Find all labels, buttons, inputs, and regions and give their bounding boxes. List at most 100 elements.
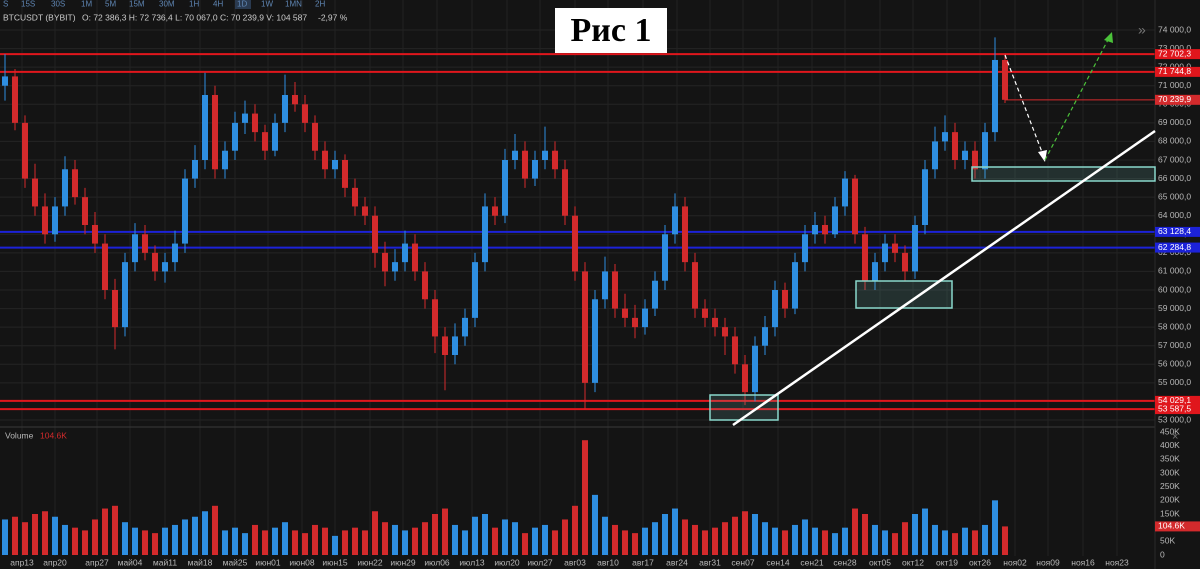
volume-bar [722, 522, 728, 555]
timeframes: S 15S 30S 1M 5M 15M 30M 1H 4H 1D 1W 1MN 2H [3, 0, 325, 9]
close-icon[interactable]: × [1172, 431, 1178, 443]
timeframe[interactable]: 1MN [285, 0, 302, 9]
volume-bar [432, 514, 438, 555]
x-tick-label: авг10 [597, 557, 619, 567]
x-tick-label: май25 [223, 557, 248, 567]
volume-bar [522, 533, 528, 555]
candle-body [962, 150, 968, 160]
volume-bar [662, 514, 668, 555]
candle-body [712, 317, 718, 328]
volume-bar [312, 524, 318, 555]
candle-body [62, 169, 68, 207]
level-tag [1155, 226, 1200, 237]
timeframe[interactable]: 4H [213, 0, 223, 9]
volume-bar [562, 519, 568, 555]
candle-body [262, 132, 268, 151]
volume-bar [2, 519, 8, 555]
zone-box [971, 166, 1156, 182]
x-tick-label: сен14 [766, 557, 789, 567]
volume-bar [582, 440, 588, 555]
volume-bar [322, 527, 328, 555]
volume-bar [902, 522, 908, 555]
level-tag [1155, 66, 1200, 77]
timeframe[interactable]: 1M [81, 0, 92, 9]
candle-body [212, 95, 218, 170]
quote: O: 72 386,3 H: 72 736,4 L: 70 067,0 C: 7… [82, 12, 307, 22]
volume-bar [212, 505, 218, 555]
volume-bar [12, 516, 18, 555]
candle-body [222, 150, 228, 170]
volume-bar [812, 527, 818, 555]
timeframe[interactable]: 30S [51, 0, 65, 9]
volume-bar [1002, 526, 1008, 555]
timeframe[interactable]: 15M [129, 0, 145, 9]
candle-body [942, 132, 948, 142]
volume-bar [392, 524, 398, 555]
volume-tick-label: 400K [1160, 440, 1180, 450]
candle-body [812, 225, 818, 235]
timeframe[interactable]: S [3, 0, 8, 9]
arrow-up [1044, 35, 1111, 161]
volume-bar [772, 527, 778, 555]
volume-bar [42, 511, 48, 555]
volume-bar [22, 522, 28, 555]
volume-bar [62, 524, 68, 555]
volume-bar [202, 511, 208, 555]
timeframe[interactable]: 15S [21, 0, 35, 9]
volume-bar [992, 500, 998, 555]
volume-bar [472, 516, 478, 555]
candle-body [952, 132, 958, 160]
volume-bar [192, 516, 198, 555]
candle-body [772, 290, 778, 328]
candle-body [412, 243, 418, 272]
candle-body [312, 122, 318, 151]
y-tick-label: 74 000,0 [1158, 24, 1191, 34]
volume-bar [702, 530, 708, 555]
candle-body [362, 206, 368, 216]
timeframe[interactable]: 2H [315, 0, 325, 9]
grid [0, 0, 1155, 556]
timeframe[interactable]: 5M [105, 0, 116, 9]
volume-bar [242, 533, 248, 555]
candle-body [912, 225, 918, 272]
timeframe[interactable]: 1H [189, 0, 199, 9]
candle-body [2, 76, 8, 86]
candle-body [612, 271, 618, 309]
level-label: 71 744,8 [1158, 66, 1191, 76]
x-tick-label: сен28 [833, 557, 856, 567]
collapse-icon[interactable]: » [1138, 22, 1146, 38]
volume-bar [532, 527, 538, 555]
zone-box [855, 280, 953, 309]
volume-bar [112, 505, 118, 555]
volume-last: 104.6K [40, 430, 67, 440]
volume-bar [462, 530, 468, 555]
candle-body [52, 206, 58, 235]
timeframe[interactable]: 30M [159, 0, 175, 9]
candle-body [582, 271, 588, 383]
candle-body [92, 225, 98, 244]
volume-bar [182, 519, 188, 555]
volume-bar [622, 530, 628, 555]
volume-bar [782, 530, 788, 555]
volume-bar [632, 533, 638, 555]
candle-body [762, 327, 768, 346]
volume-bar [52, 516, 58, 555]
timeframe[interactable]: 1W [261, 0, 273, 9]
candle-body [722, 327, 728, 337]
candle-body [822, 225, 828, 235]
volume-bar [442, 508, 448, 555]
volume-bar [342, 530, 348, 555]
active-timeframe [235, 0, 251, 9]
volume-bar [152, 533, 158, 555]
candle-body [502, 160, 508, 216]
volume-bar [262, 530, 268, 555]
candle-body [562, 169, 568, 216]
candle-body [332, 160, 338, 170]
candle-body [432, 299, 438, 337]
timeframe[interactable]: 1D [237, 0, 247, 9]
level-tag [1155, 404, 1200, 415]
volume-last-tag-label: 104.6K [1158, 521, 1185, 531]
candle-body [22, 122, 28, 179]
volume-bar [382, 522, 388, 555]
x-tick-label: апр20 [43, 557, 67, 567]
